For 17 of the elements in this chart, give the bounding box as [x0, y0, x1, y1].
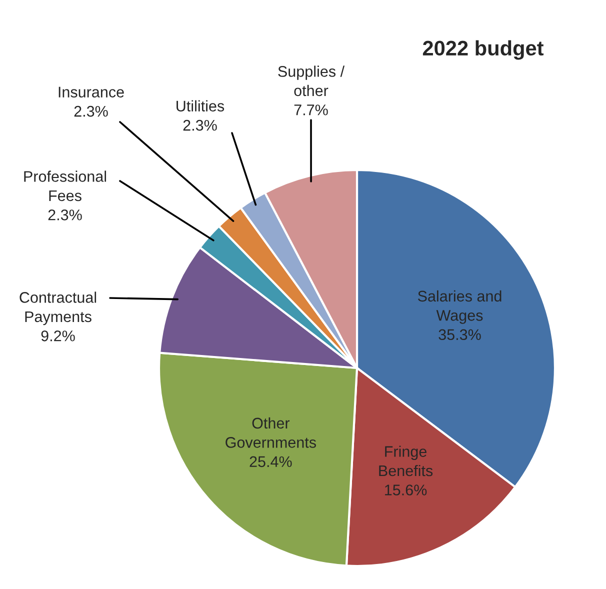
data-label: 9.2%: [41, 330, 75, 342]
slice-label: Contractual Payments: [20, 292, 96, 326]
data-label: 15.6%: [385, 484, 427, 496]
data-label: 35.3%: [438, 329, 481, 340]
slice-label: Supplies / other: [278, 66, 345, 96]
data-label: 2.3%: [48, 210, 82, 220]
slice-label: Insurance: [58, 86, 124, 98]
data-label: 2.3%: [74, 106, 108, 117]
slice-label: Fringe Benefits: [379, 446, 433, 476]
slice-label: Other Governments: [226, 417, 316, 448]
slice-label: Utilities: [176, 100, 224, 112]
slice-label: Salaries and Wages: [418, 290, 502, 324]
slice-label: Professional Fees: [24, 170, 106, 202]
data-label: 2.3%: [183, 120, 217, 131]
chart-title: 2022 budget: [422, 40, 544, 60]
data-label: 25.4%: [250, 456, 292, 468]
data-label: 7.7%: [294, 104, 328, 116]
